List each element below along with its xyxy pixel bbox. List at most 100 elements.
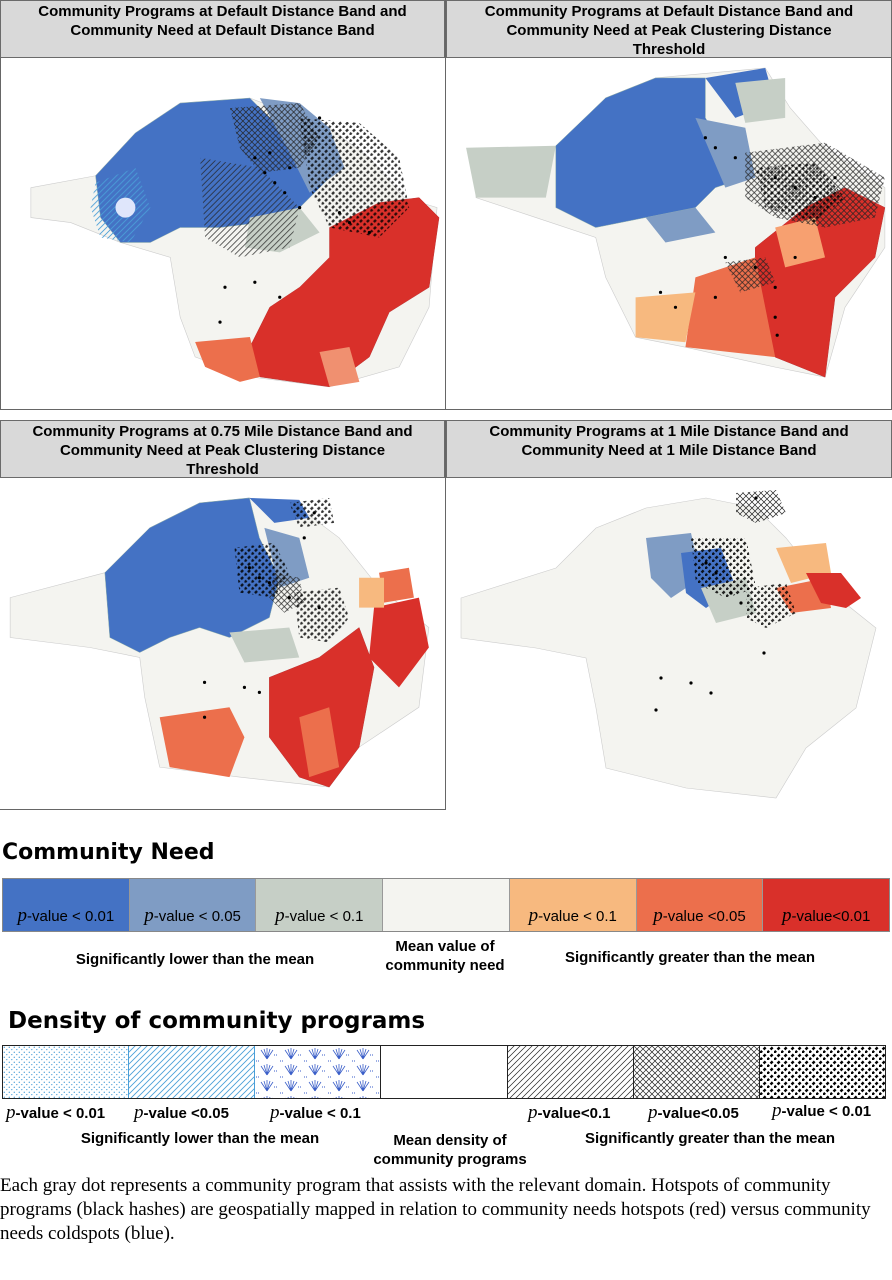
program-dots (218, 116, 371, 324)
density-label: p-value <0.05 (134, 1102, 229, 1123)
region-cold-05 (695, 117, 756, 188)
need-note-low: Significantly lower than the mean (75, 951, 315, 968)
density-swatch-diag-blue (129, 1046, 256, 1098)
figure-caption: Each gray dot represents a community pro… (0, 1175, 871, 1244)
region-hot-1 (635, 292, 696, 343)
region-cold-1 (735, 77, 786, 123)
need-swatch: p-value < 0.05 (129, 879, 257, 931)
need-legend-bar: p-value < 0.01 p-value < 0.05 p-value < … (2, 878, 890, 932)
need-swatch-label: p-value < 0.1 (528, 905, 617, 926)
hotspot-dash (289, 497, 335, 528)
map-svg (466, 67, 886, 378)
region-mean (460, 497, 877, 799)
map-panel-2: Community Programs at Default Distance B… (446, 0, 892, 410)
map-svg (460, 490, 877, 799)
hotspot-cross (725, 257, 776, 293)
density-swatch-dash (759, 1046, 885, 1098)
density-label: p-value < 0.01 (6, 1102, 106, 1123)
density-swatch-cross (633, 1046, 760, 1098)
region-hot-05 (379, 567, 414, 603)
coldspot-center (115, 197, 136, 218)
need-swatch: p-value < 0.01 (3, 879, 130, 931)
map-panel-1: Community Programs at Default Distance B… (0, 0, 446, 410)
region-hot-1 (359, 577, 385, 608)
map-panel-4: Community Programs at 1 Mile Distance Ba… (446, 420, 892, 810)
need-swatch (383, 879, 510, 931)
density-note-low: Significantly lower than the mean (80, 1130, 320, 1147)
hotspot-cross (229, 103, 320, 173)
need-swatch: p-value<0.01 (763, 879, 890, 931)
hotspot-dash (746, 583, 796, 628)
panel-title: Community Programs at Default Distance B… (446, 0, 892, 58)
need-note-high: Significantly greater than the mean (564, 949, 816, 966)
map-area (446, 478, 892, 810)
map-area (0, 478, 445, 810)
program-dots (658, 136, 837, 337)
hotspot-dash (755, 162, 845, 223)
panel-title-line: Community Programs at Default Distance B… (38, 3, 407, 20)
need-swatch: p-value <0.05 (636, 879, 764, 931)
density-label: p-value<0.1 (528, 1102, 611, 1123)
region-cold-1 (466, 145, 556, 198)
density-note-mid: Mean density of community programs (355, 1131, 545, 1169)
density-label: p-value<0.05 (648, 1102, 739, 1123)
region-hot-01 (806, 573, 861, 608)
density-swatch-diag (507, 1046, 634, 1098)
need-swatch: p-value < 0.1 (256, 879, 384, 931)
need-swatch-label: p-value <0.05 (653, 905, 746, 926)
panel-title-line: Community Need at 1 Mile Distance Band (521, 442, 817, 459)
map-svg (30, 97, 440, 388)
panel-title-line: Community Programs at 1 Mile Distance Ba… (489, 423, 849, 440)
map-area (446, 58, 892, 409)
density-note-mid-line: community programs (373, 1151, 527, 1168)
need-legend-title: Community Need (2, 840, 215, 865)
density-label: p-value < 0.1 (270, 1102, 361, 1123)
hotspot-dash (294, 587, 350, 643)
region-hot-01 (269, 627, 375, 788)
region-hot-05 (159, 707, 245, 778)
density-swatch-fan (255, 1046, 382, 1098)
region-hot-01 (369, 597, 429, 688)
need-note-mid: Mean value of community need (360, 937, 530, 975)
hotspot-cross (736, 490, 786, 523)
need-swatch-label: p-value < 0.05 (144, 905, 241, 926)
region-hot-05 (319, 346, 360, 387)
panel-title: Community Programs at 0.75 Mile Distance… (0, 420, 445, 478)
region-cold-05 (264, 527, 310, 588)
density-swatch-mean (381, 1046, 508, 1098)
need-note-mid-line: Mean value of (395, 938, 495, 955)
panel-title: Community Programs at Default Distance B… (0, 0, 445, 58)
density-legend-bar (2, 1045, 886, 1099)
program-dots (202, 511, 321, 719)
panel-title: Community Programs at 1 Mile Distance Ba… (446, 420, 892, 478)
panel-title-line: Community Need at Peak Clustering Distan… (59, 442, 386, 459)
region-cold-01 (104, 497, 280, 653)
density-note-high: Significantly greater than the mean (584, 1130, 836, 1147)
map-panel-3: Community Programs at 0.75 Mile Distance… (0, 420, 446, 810)
need-swatch-label: p-value < 0.1 (275, 905, 364, 926)
region-hot-05 (195, 337, 260, 382)
hotspot-dash (691, 538, 756, 598)
need-note-mid-line: community need (385, 957, 505, 974)
map-svg (9, 497, 430, 788)
region-cold-1 (229, 627, 300, 663)
need-swatch-label: p-value<0.01 (782, 905, 871, 926)
region-cold-05 (645, 207, 716, 243)
program-dots (654, 496, 766, 712)
panel-title-line: Community Programs at 0.75 Mile Distance… (32, 423, 413, 440)
panel-title-line: Community Need at Default Distance Band (70, 22, 375, 39)
density-legend-title: Density of community programs (8, 1008, 426, 1034)
need-swatch-label: p-value < 0.01 (17, 905, 115, 926)
hotspot-dash (299, 118, 410, 238)
region-hot-05 (299, 707, 340, 778)
need-swatch: p-value < 0.1 (509, 879, 637, 931)
panel-title-line: Community Programs at Default Distance B… (484, 3, 854, 20)
density-label: p-value < 0.01 (772, 1100, 872, 1121)
panel-title-line: Threshold (186, 461, 259, 478)
density-note-mid-line: Mean density of (393, 1132, 507, 1149)
panel-title-line: Community Need at Peak Clustering Distan… (506, 22, 832, 39)
region-hot-05 (775, 217, 826, 268)
density-swatch-dots (3, 1046, 130, 1098)
map-area (0, 58, 445, 409)
panel-title-line: Threshold (632, 41, 706, 58)
